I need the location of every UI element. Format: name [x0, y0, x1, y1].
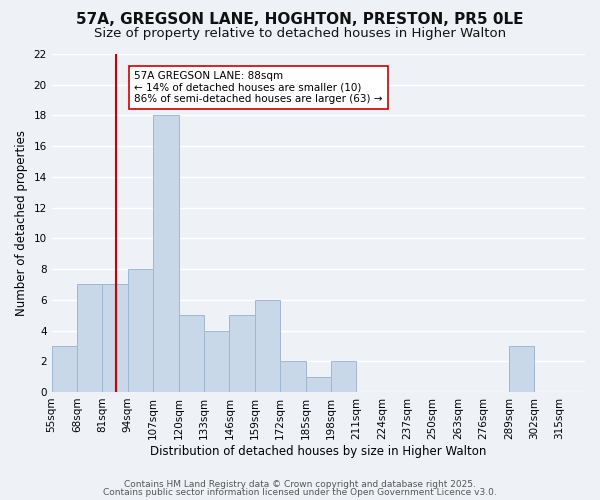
- Bar: [331, 361, 356, 392]
- Bar: [153, 116, 179, 392]
- Text: Size of property relative to detached houses in Higher Walton: Size of property relative to detached ho…: [94, 28, 506, 40]
- Bar: [128, 269, 153, 392]
- Y-axis label: Number of detached properties: Number of detached properties: [15, 130, 28, 316]
- Text: 57A, GREGSON LANE, HOGHTON, PRESTON, PR5 0LE: 57A, GREGSON LANE, HOGHTON, PRESTON, PR5…: [76, 12, 524, 28]
- Bar: [52, 346, 77, 392]
- Bar: [280, 361, 305, 392]
- X-axis label: Distribution of detached houses by size in Higher Walton: Distribution of detached houses by size …: [150, 444, 487, 458]
- Bar: [255, 300, 280, 392]
- Bar: [509, 346, 534, 392]
- Text: 57A GREGSON LANE: 88sqm
← 14% of detached houses are smaller (10)
86% of semi-de: 57A GREGSON LANE: 88sqm ← 14% of detache…: [134, 71, 383, 104]
- Text: Contains public sector information licensed under the Open Government Licence v3: Contains public sector information licen…: [103, 488, 497, 497]
- Bar: [179, 315, 204, 392]
- Bar: [204, 330, 229, 392]
- Bar: [229, 315, 255, 392]
- Text: Contains HM Land Registry data © Crown copyright and database right 2025.: Contains HM Land Registry data © Crown c…: [124, 480, 476, 489]
- Bar: [305, 376, 331, 392]
- Bar: [77, 284, 103, 392]
- Bar: [103, 284, 128, 392]
